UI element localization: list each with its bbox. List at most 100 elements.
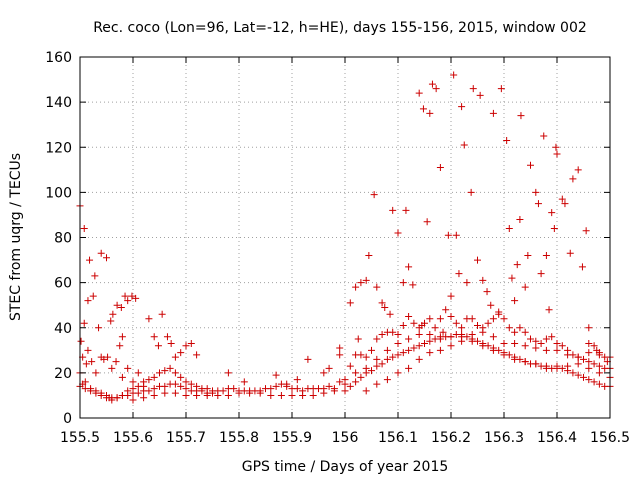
data-point	[479, 276, 487, 284]
data-point	[124, 391, 132, 399]
data-point	[277, 391, 285, 399]
x-tick-label: 155.7	[166, 430, 206, 446]
data-point	[405, 312, 413, 320]
data-point	[423, 218, 431, 226]
data-point	[97, 249, 105, 257]
data-point	[524, 252, 532, 260]
data-point	[362, 364, 370, 372]
data-point	[399, 349, 407, 357]
data-point	[566, 249, 574, 257]
data-point	[405, 335, 413, 343]
data-point	[447, 292, 455, 300]
data-point	[182, 385, 190, 393]
data-point	[124, 297, 132, 305]
data-point	[542, 252, 550, 260]
data-point	[489, 346, 497, 354]
data-point	[505, 224, 513, 232]
data-point	[511, 340, 519, 348]
data-point	[394, 351, 402, 359]
data-point	[574, 166, 582, 174]
data-point	[521, 358, 529, 366]
x-tick-label: 156.5	[590, 430, 630, 446]
data-point	[508, 274, 516, 282]
data-point	[553, 362, 561, 370]
data-point	[521, 328, 529, 336]
data-point	[532, 188, 540, 196]
data-point	[553, 346, 561, 354]
data-point	[585, 376, 593, 384]
data-point	[585, 349, 593, 357]
x-tick-label: 155.6	[113, 430, 153, 446]
data-point	[428, 80, 436, 88]
data-point	[383, 355, 391, 363]
data-point	[410, 344, 418, 352]
data-point	[458, 324, 466, 332]
data-point	[415, 331, 423, 339]
data-point	[341, 380, 349, 388]
data-point	[474, 321, 481, 329]
data-point	[341, 387, 349, 395]
data-point	[198, 387, 206, 395]
data-point	[537, 270, 545, 278]
data-point	[419, 105, 427, 113]
y-tick-label: 40	[54, 321, 72, 337]
data-point	[495, 310, 503, 318]
data-point	[177, 382, 185, 390]
data-point	[394, 331, 402, 339]
data-point	[320, 369, 328, 377]
data-point	[537, 340, 545, 348]
data-point	[177, 373, 185, 381]
data-point	[368, 346, 375, 354]
data-point	[373, 335, 381, 343]
data-point	[503, 136, 511, 144]
data-point	[590, 378, 598, 386]
data-point	[595, 349, 603, 357]
data-point	[601, 353, 609, 361]
data-point	[193, 391, 201, 399]
data-point	[373, 362, 381, 370]
data-point	[240, 378, 248, 386]
data-point	[574, 360, 582, 368]
data-point	[357, 351, 365, 359]
data-point	[378, 299, 386, 307]
data-point	[399, 321, 407, 329]
data-point	[103, 254, 110, 262]
data-point	[569, 175, 577, 183]
data-point	[426, 349, 434, 357]
x-axis-label: GPS time / Days of year 2015	[242, 459, 449, 475]
data-point	[452, 231, 460, 239]
data-point	[378, 331, 386, 339]
data-point	[405, 346, 413, 354]
data-point	[436, 164, 444, 172]
data-point	[121, 292, 129, 300]
data-point	[352, 369, 360, 377]
data-point	[574, 371, 582, 379]
data-point	[187, 340, 195, 348]
data-point	[107, 317, 115, 325]
data-point	[224, 369, 232, 377]
data-point	[362, 353, 370, 361]
data-point	[113, 301, 121, 309]
data-point	[86, 256, 94, 264]
data-point	[500, 351, 508, 359]
data-point	[432, 85, 440, 93]
data-point	[81, 378, 89, 386]
data-point	[558, 342, 566, 350]
data-point	[320, 385, 328, 393]
data-point	[256, 387, 264, 395]
data-point	[161, 367, 169, 375]
data-point	[489, 109, 497, 117]
data-point	[386, 310, 394, 318]
x-tick-label: 156	[332, 430, 359, 446]
data-point	[97, 391, 105, 399]
data-point	[489, 333, 497, 341]
data-point	[500, 340, 508, 348]
data-point	[80, 224, 88, 232]
data-point	[182, 342, 190, 350]
data-point	[132, 294, 140, 302]
data-point	[336, 344, 344, 352]
data-point	[352, 378, 360, 386]
data-point	[100, 355, 108, 363]
